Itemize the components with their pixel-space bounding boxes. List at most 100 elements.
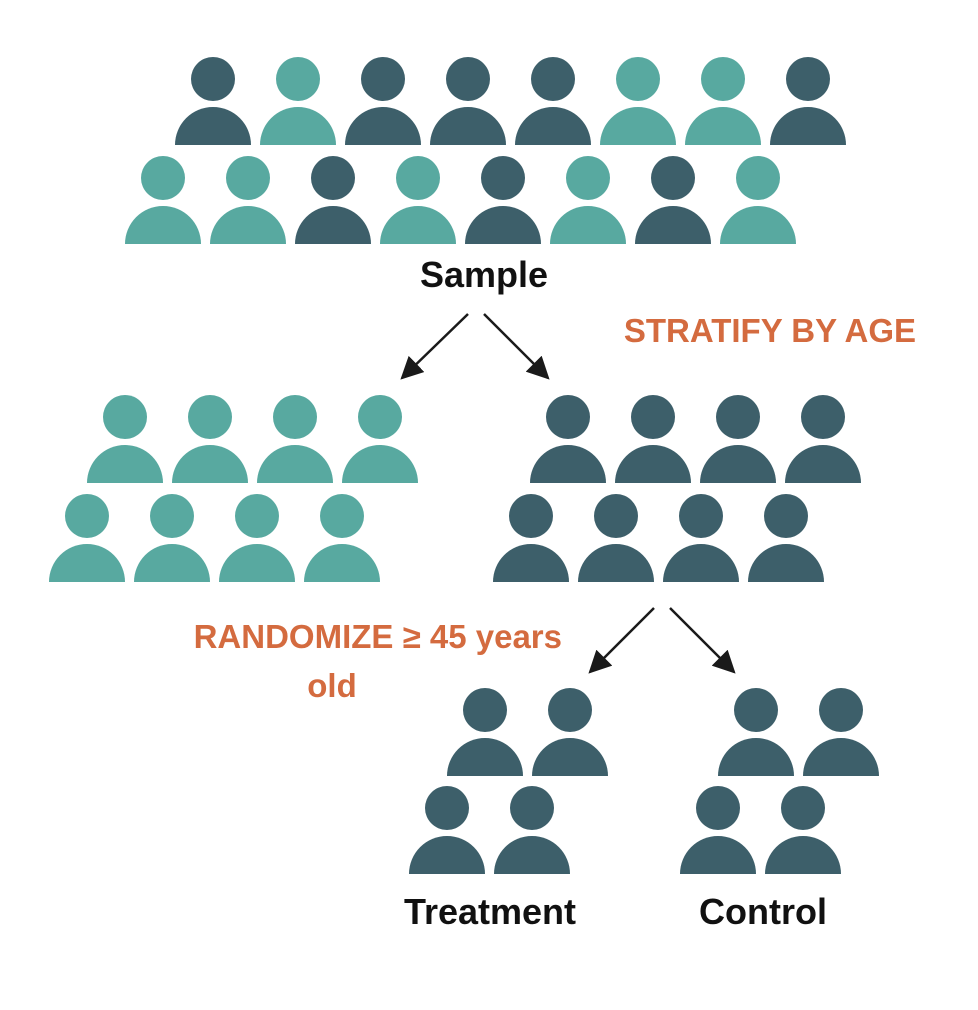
person-icon-sample [380, 156, 456, 244]
person-icon-control [803, 688, 879, 776]
person-icon-sample [210, 156, 286, 244]
people-layer [49, 57, 879, 874]
person-body [530, 445, 606, 483]
randomize-label-line2: old [307, 667, 356, 704]
person-body [685, 107, 761, 145]
person-icon-treatment [532, 688, 608, 776]
person-body [532, 738, 608, 776]
person-head [819, 688, 863, 732]
person-head [320, 494, 364, 538]
person-body [345, 107, 421, 145]
person-icon-sample [295, 156, 371, 244]
person-head [701, 57, 745, 101]
person-icon-sample [465, 156, 541, 244]
person-icon-stratum-old [578, 494, 654, 582]
person-icon-sample [635, 156, 711, 244]
person-body [219, 544, 295, 582]
person-body [770, 107, 846, 145]
person-head [463, 688, 507, 732]
person-head [396, 156, 440, 200]
person-icon-stratum-old [615, 395, 691, 483]
person-icon-stratum-young [49, 494, 125, 582]
person-head [65, 494, 109, 538]
arrow-sample-to-young [400, 313, 469, 380]
arrow-sample-to-old [483, 313, 550, 380]
person-icon-stratum-young [172, 395, 248, 483]
arrow-old-to-control [669, 607, 736, 674]
person-head [734, 688, 778, 732]
person-icon-stratum-young [219, 494, 295, 582]
person-body [380, 206, 456, 244]
person-head [696, 786, 740, 830]
person-body [87, 445, 163, 483]
person-body [465, 206, 541, 244]
person-icon-stratum-young [257, 395, 333, 483]
person-body [635, 206, 711, 244]
person-icon-sample [125, 156, 201, 244]
person-icon-sample [430, 57, 506, 145]
person-head [801, 395, 845, 439]
person-head [273, 395, 317, 439]
person-icon-stratum-old [493, 494, 569, 582]
treatment-label: Treatment [404, 891, 576, 932]
control-label: Control [699, 891, 827, 932]
person-body [430, 107, 506, 145]
person-body [785, 445, 861, 483]
person-body [680, 836, 756, 874]
person-head [141, 156, 185, 200]
person-body [765, 836, 841, 874]
person-body [260, 107, 336, 145]
person-icon-stratum-old [700, 395, 776, 483]
person-head [446, 57, 490, 101]
person-head [786, 57, 830, 101]
person-head [546, 395, 590, 439]
person-head [150, 494, 194, 538]
person-head [188, 395, 232, 439]
person-head [481, 156, 525, 200]
person-body [304, 544, 380, 582]
person-head [191, 57, 235, 101]
sample-label: Sample [420, 254, 548, 295]
person-icon-sample [600, 57, 676, 145]
person-body [578, 544, 654, 582]
person-body [134, 544, 210, 582]
person-head [531, 57, 575, 101]
person-head [425, 786, 469, 830]
person-icon-sample [515, 57, 591, 145]
person-body [600, 107, 676, 145]
person-icon-treatment [447, 688, 523, 776]
arrows [400, 313, 736, 674]
person-body [748, 544, 824, 582]
person-icon-sample [770, 57, 846, 145]
arrow-old-to-treatment [588, 607, 655, 674]
person-icon-stratum-young [87, 395, 163, 483]
person-body [172, 445, 248, 483]
person-body [803, 738, 879, 776]
person-body [663, 544, 739, 582]
person-head [736, 156, 780, 200]
person-body [700, 445, 776, 483]
person-icon-stratum-young [304, 494, 380, 582]
person-head [358, 395, 402, 439]
person-icon-sample [260, 57, 336, 145]
person-body [615, 445, 691, 483]
person-body [720, 206, 796, 244]
person-head [679, 494, 723, 538]
person-body [493, 544, 569, 582]
person-icon-treatment [409, 786, 485, 874]
person-head [509, 494, 553, 538]
person-icon-stratum-young [342, 395, 418, 483]
person-head [276, 57, 320, 101]
person-head [566, 156, 610, 200]
person-icon-treatment [494, 786, 570, 874]
person-icon-sample [685, 57, 761, 145]
person-head [594, 494, 638, 538]
person-icon-control [718, 688, 794, 776]
person-body [342, 445, 418, 483]
person-head [781, 786, 825, 830]
person-body [295, 206, 371, 244]
person-body [515, 107, 591, 145]
person-head [510, 786, 554, 830]
